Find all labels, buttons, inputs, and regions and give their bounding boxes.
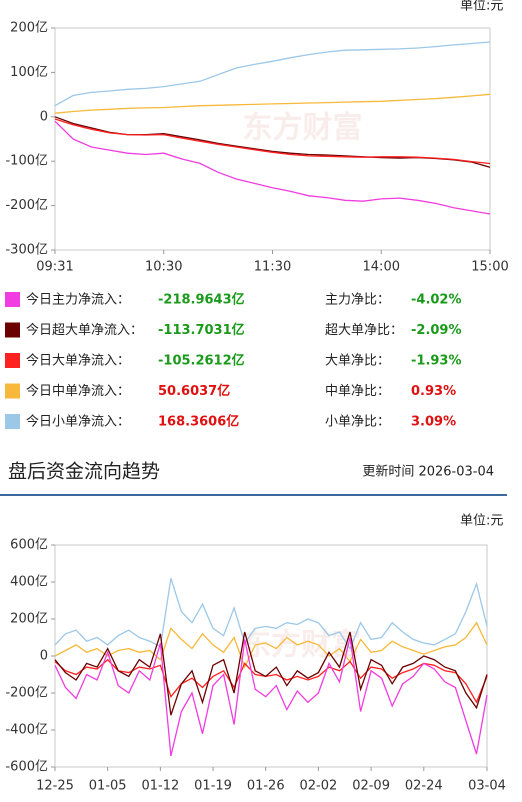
x-tick-label: 11:30 bbox=[254, 260, 291, 275]
legend-total: 168.3606亿 bbox=[158, 414, 239, 430]
y-tick-label: -400亿 bbox=[5, 723, 48, 738]
legend-label: 今日大单净流入： bbox=[26, 353, 130, 369]
series-line bbox=[54, 93, 491, 114]
y-tick-label: 100亿 bbox=[10, 65, 48, 80]
legend-ratio: -4.02% bbox=[411, 293, 462, 308]
y-tick-label: 200亿 bbox=[10, 612, 48, 627]
series-line bbox=[54, 637, 488, 757]
legend-total: -218.9643亿 bbox=[158, 292, 245, 308]
legend-total: -105.2612亿 bbox=[158, 353, 245, 369]
y-tick-label: 200亿 bbox=[10, 21, 48, 36]
x-tick-label: 02-24 bbox=[405, 779, 443, 794]
legend-ratio-name: 主力净比： bbox=[325, 293, 390, 308]
y-tick-label: 400亿 bbox=[10, 575, 48, 590]
y-tick-label: -200亿 bbox=[5, 198, 48, 213]
x-tick-label: 10:30 bbox=[145, 260, 182, 275]
series-line bbox=[54, 41, 491, 107]
y-tick-label: -300亿 bbox=[5, 243, 48, 258]
legend-label: 今日主力净流入： bbox=[26, 292, 130, 308]
x-tick-label: 12-25 bbox=[36, 779, 74, 794]
series-line bbox=[54, 631, 488, 716]
x-tick-label: 01-26 bbox=[247, 779, 285, 794]
legend-swatch bbox=[5, 383, 20, 399]
section-title: 盘后资金流向趋势 bbox=[8, 461, 160, 483]
x-tick-label: 01-05 bbox=[89, 779, 127, 794]
update-time: 更新时间 2026-03-04 bbox=[362, 464, 494, 480]
legend-swatch bbox=[5, 414, 20, 429]
x-tick-label: 02-02 bbox=[300, 779, 338, 794]
y-tick-label: 600亿 bbox=[10, 538, 48, 553]
legend-ratio-name: 大单净比： bbox=[325, 354, 390, 369]
y-tick-label: -200亿 bbox=[5, 686, 48, 701]
legend-total: -113.7031亿 bbox=[158, 322, 245, 338]
x-tick-label: 02-09 bbox=[352, 779, 390, 794]
legend-label: 今日中单净流入： bbox=[26, 383, 130, 399]
watermark: 东方财富 bbox=[243, 111, 363, 146]
legend-ratio: -2.09% bbox=[411, 323, 462, 338]
legend-ratio-name: 中单净比： bbox=[325, 384, 390, 399]
series-line bbox=[54, 118, 491, 165]
series-line bbox=[54, 658, 488, 704]
y-tick-label: 0 bbox=[40, 109, 48, 124]
x-tick-label: 15:00 bbox=[471, 260, 508, 275]
y-tick-label: -600亿 bbox=[5, 760, 48, 775]
y-tick-label: 0 bbox=[40, 649, 48, 664]
series-line bbox=[54, 621, 488, 669]
legend-ratio: 0.93% bbox=[411, 384, 456, 399]
legend-label: 今日小单净流入： bbox=[26, 414, 130, 430]
series-line bbox=[54, 578, 488, 651]
unit-label: 单位:元 bbox=[460, 0, 503, 14]
unit-label: 单位:元 bbox=[460, 514, 503, 529]
x-tick-label: 01-12 bbox=[141, 779, 179, 794]
legend-ratio-name: 超大单净比： bbox=[325, 323, 403, 338]
series-line bbox=[54, 120, 491, 215]
legend-label: 今日超大单净流入： bbox=[26, 322, 143, 338]
x-tick-label: 09:31 bbox=[36, 260, 73, 275]
legend-ratio-name: 小单净比： bbox=[325, 415, 390, 430]
legend-swatch bbox=[5, 322, 20, 338]
legend-ratio: 3.09% bbox=[411, 415, 456, 430]
x-tick-label: 03-04 bbox=[468, 779, 506, 794]
x-tick-label: 14:00 bbox=[363, 260, 400, 275]
legend-ratio: -1.93% bbox=[411, 354, 462, 369]
legend-swatch bbox=[5, 292, 20, 307]
x-tick-label: 01-19 bbox=[194, 779, 232, 794]
y-tick-label: -100亿 bbox=[5, 154, 48, 169]
legend-swatch bbox=[5, 353, 20, 368]
legend-total: 50.6037亿 bbox=[158, 383, 230, 399]
